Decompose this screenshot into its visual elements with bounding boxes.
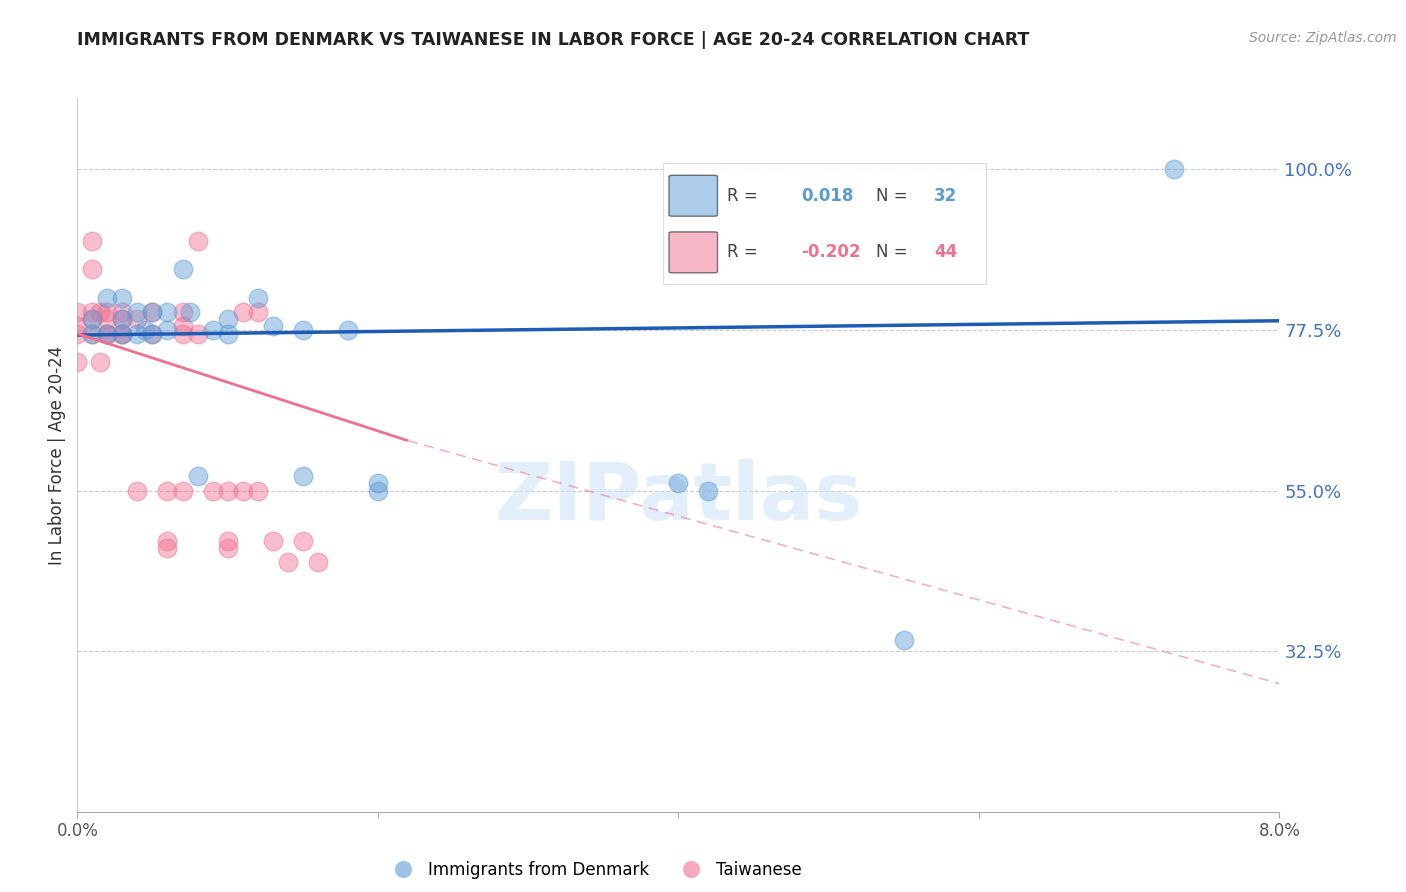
Point [291, 533, 314, 548]
Point [201, 483, 224, 498]
Point [111, 305, 134, 319]
Point [96, 291, 118, 305]
Point [697, 483, 720, 498]
Point [66, 326, 89, 341]
Point [156, 483, 179, 498]
Text: Source: ZipAtlas.com: Source: ZipAtlas.com [1249, 31, 1396, 45]
Text: R =: R = [727, 244, 763, 261]
Point [111, 326, 134, 341]
Point [141, 305, 163, 319]
Text: -0.202: -0.202 [801, 244, 860, 261]
Point [187, 469, 209, 483]
Point [111, 312, 134, 326]
Point [66, 319, 89, 334]
Text: ZIPatlas: ZIPatlas [495, 458, 862, 537]
Point [217, 483, 239, 498]
Text: 32: 32 [934, 186, 957, 205]
Point [172, 326, 194, 341]
Point [367, 483, 389, 498]
Point [668, 476, 690, 491]
Point [156, 541, 179, 555]
Point [111, 312, 134, 326]
Point [111, 326, 134, 341]
Point [262, 319, 284, 334]
FancyBboxPatch shape [669, 232, 717, 273]
Point [246, 305, 269, 319]
Point [127, 326, 149, 341]
Point [82, 312, 104, 326]
Point [277, 555, 299, 569]
Text: R =: R = [727, 186, 763, 205]
Point [96, 326, 118, 341]
Point [96, 312, 118, 326]
Point [187, 326, 209, 341]
Point [172, 483, 194, 498]
Point [179, 305, 201, 319]
Point [127, 312, 149, 326]
Point [217, 326, 239, 341]
Text: N =: N = [876, 186, 912, 205]
Point [82, 234, 104, 248]
Point [66, 305, 89, 319]
Point [134, 323, 156, 337]
Legend: Immigrants from Denmark, Taiwanese: Immigrants from Denmark, Taiwanese [380, 855, 808, 886]
Point [246, 291, 269, 305]
Point [89, 355, 111, 369]
Point [217, 533, 239, 548]
Point [291, 469, 314, 483]
Text: 0.018: 0.018 [801, 186, 853, 205]
Point [127, 483, 149, 498]
Point [172, 262, 194, 277]
Point [141, 326, 163, 341]
Point [111, 326, 134, 341]
Point [127, 305, 149, 319]
Point [82, 312, 104, 326]
Point [262, 533, 284, 548]
Text: 44: 44 [934, 244, 957, 261]
Point [217, 541, 239, 555]
Point [201, 323, 224, 337]
Point [291, 323, 314, 337]
Point [66, 355, 89, 369]
Point [1163, 162, 1185, 177]
Point [232, 483, 254, 498]
Point [246, 483, 269, 498]
Point [141, 326, 163, 341]
Point [89, 305, 111, 319]
Point [156, 305, 179, 319]
Point [172, 305, 194, 319]
Point [336, 323, 359, 337]
Point [96, 326, 118, 341]
Point [96, 305, 118, 319]
Point [893, 633, 915, 648]
Point [232, 305, 254, 319]
Point [82, 262, 104, 277]
Text: N =: N = [876, 244, 912, 261]
Text: IMMIGRANTS FROM DENMARK VS TAIWANESE IN LABOR FORCE | AGE 20-24 CORRELATION CHAR: IMMIGRANTS FROM DENMARK VS TAIWANESE IN … [77, 31, 1029, 49]
Point [187, 234, 209, 248]
FancyBboxPatch shape [669, 175, 717, 216]
Point [96, 326, 118, 341]
Point [82, 326, 104, 341]
Point [82, 305, 104, 319]
Point [307, 555, 329, 569]
Point [82, 326, 104, 341]
Point [156, 533, 179, 548]
Point [141, 305, 163, 319]
Point [172, 319, 194, 334]
Point [217, 312, 239, 326]
Point [156, 323, 179, 337]
Point [111, 291, 134, 305]
Point [367, 476, 389, 491]
Y-axis label: In Labor Force | Age 20-24: In Labor Force | Age 20-24 [48, 345, 66, 565]
